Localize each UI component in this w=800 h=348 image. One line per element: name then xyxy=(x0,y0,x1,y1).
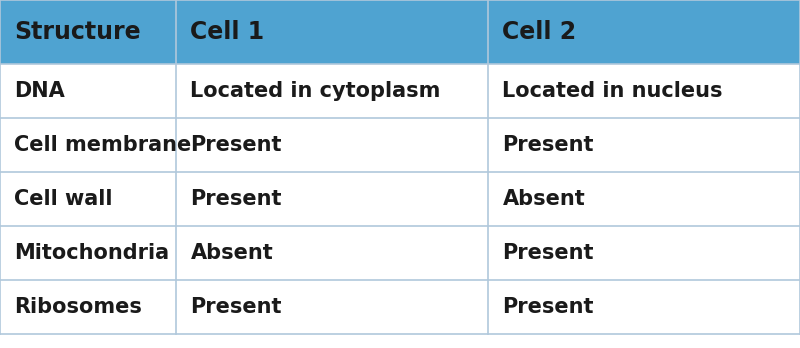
Text: Cell membrane: Cell membrane xyxy=(14,135,192,155)
Text: Cell wall: Cell wall xyxy=(14,189,113,209)
FancyBboxPatch shape xyxy=(488,280,800,334)
FancyBboxPatch shape xyxy=(0,226,176,280)
FancyBboxPatch shape xyxy=(0,172,176,226)
FancyBboxPatch shape xyxy=(488,0,800,64)
Text: Located in nucleus: Located in nucleus xyxy=(502,81,723,101)
Text: Absent: Absent xyxy=(502,189,585,209)
FancyBboxPatch shape xyxy=(176,226,488,280)
FancyBboxPatch shape xyxy=(176,280,488,334)
FancyBboxPatch shape xyxy=(0,0,176,64)
Text: Absent: Absent xyxy=(190,243,273,263)
Text: Cell 2: Cell 2 xyxy=(502,20,577,44)
FancyBboxPatch shape xyxy=(488,118,800,172)
Text: Present: Present xyxy=(190,297,282,317)
FancyBboxPatch shape xyxy=(176,118,488,172)
FancyBboxPatch shape xyxy=(176,172,488,226)
FancyBboxPatch shape xyxy=(488,172,800,226)
Text: Located in cytoplasm: Located in cytoplasm xyxy=(190,81,441,101)
Text: Structure: Structure xyxy=(14,20,141,44)
FancyBboxPatch shape xyxy=(0,280,176,334)
Text: Present: Present xyxy=(190,189,282,209)
FancyBboxPatch shape xyxy=(0,118,176,172)
FancyBboxPatch shape xyxy=(176,64,488,118)
FancyBboxPatch shape xyxy=(176,0,488,64)
Text: Present: Present xyxy=(502,243,594,263)
Text: Present: Present xyxy=(502,297,594,317)
Text: Present: Present xyxy=(502,135,594,155)
FancyBboxPatch shape xyxy=(488,226,800,280)
Text: Ribosomes: Ribosomes xyxy=(14,297,142,317)
Text: Cell 1: Cell 1 xyxy=(190,20,265,44)
Text: DNA: DNA xyxy=(14,81,65,101)
Text: Mitochondria: Mitochondria xyxy=(14,243,170,263)
Text: Present: Present xyxy=(190,135,282,155)
FancyBboxPatch shape xyxy=(0,64,176,118)
FancyBboxPatch shape xyxy=(488,64,800,118)
